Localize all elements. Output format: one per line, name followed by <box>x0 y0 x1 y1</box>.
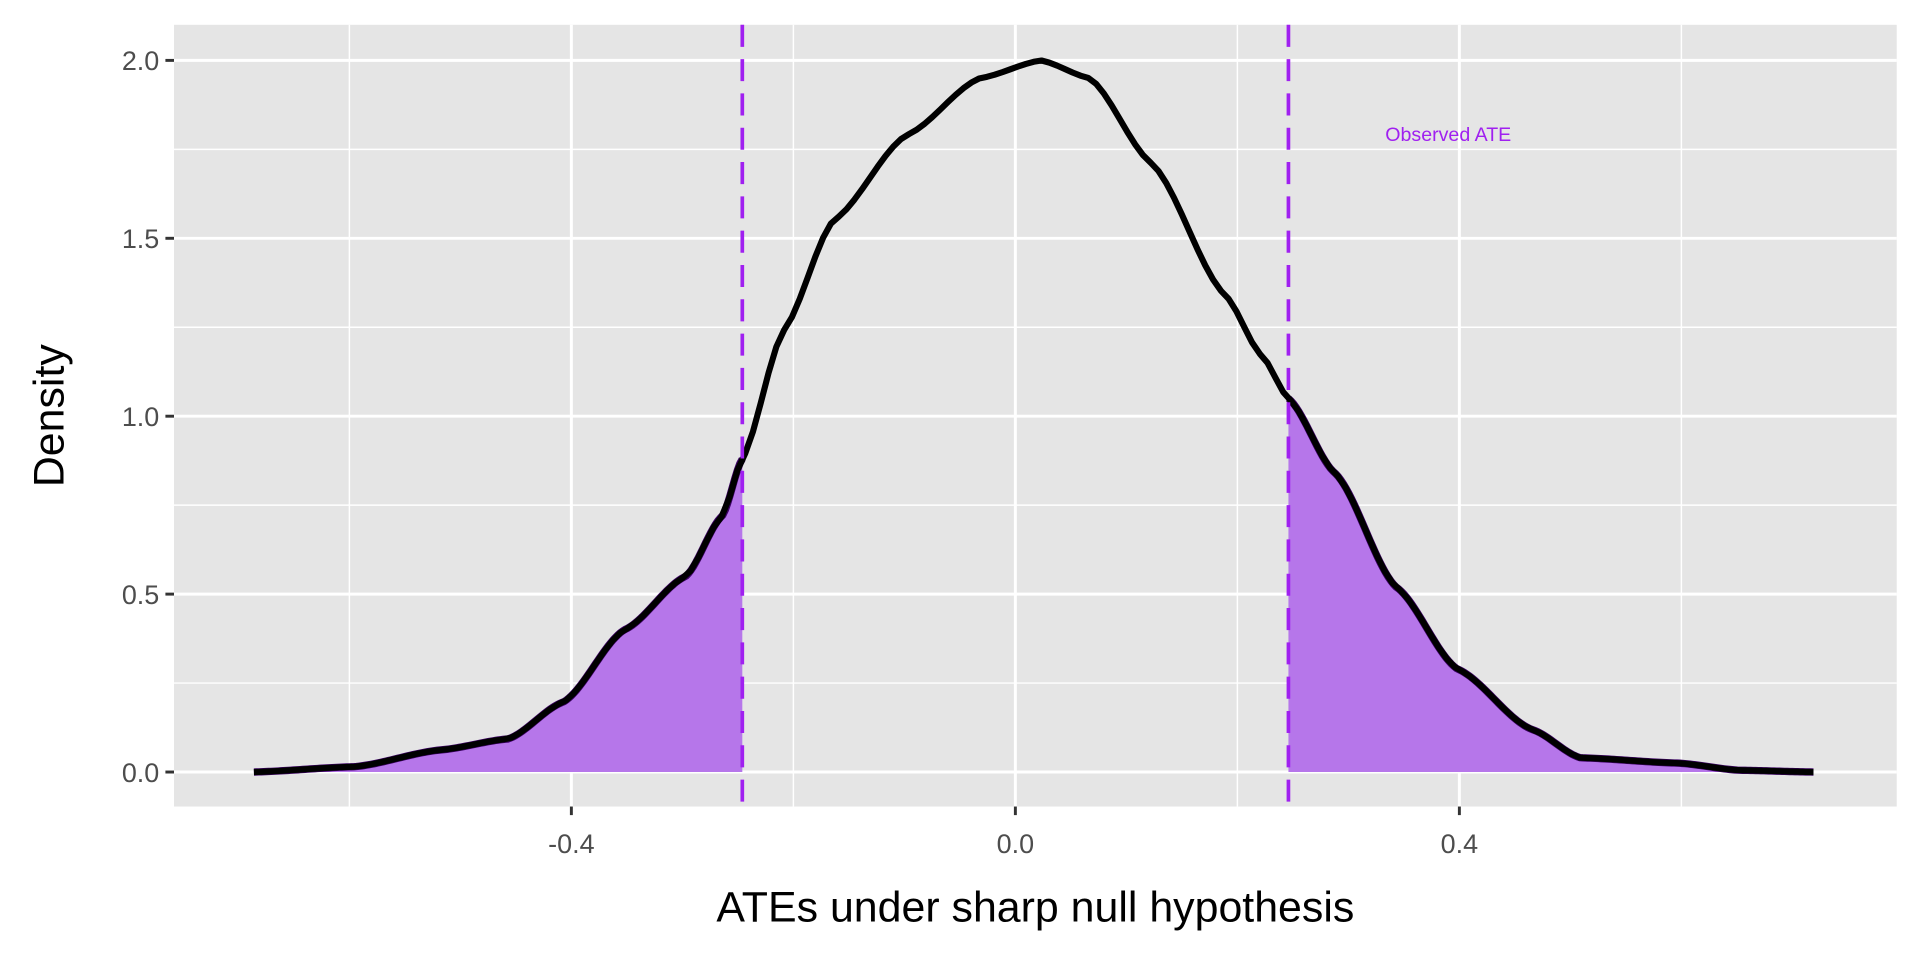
x-tick-label: 0.4 <box>1441 829 1478 859</box>
y-axis-title: Density <box>26 344 74 488</box>
y-tick-label: 1.0 <box>122 402 159 432</box>
right-tail-fill <box>1288 398 1814 773</box>
x-axis-title: ATEs under sharp null hypothesis <box>716 884 1354 932</box>
y-tick-label: 0.5 <box>122 580 159 610</box>
x-tick-label: 0.0 <box>997 829 1034 859</box>
y-tick-label: 2.0 <box>122 46 159 76</box>
observed-ate-lines <box>740 24 1291 807</box>
annotation-observed-ate: Observed ATE <box>1385 124 1511 146</box>
x-tick-label: -0.4 <box>548 829 594 859</box>
left-tail-fill <box>253 458 743 773</box>
curve-lines <box>253 57 1814 776</box>
density-curve <box>253 57 1814 776</box>
y-tick-label: 1.5 <box>122 224 159 254</box>
y-tick-label: 0.0 <box>122 758 159 788</box>
axes: -0.4 0.0 0.4 0.0 0.5 1.0 1.5 2.0 <box>122 46 1478 859</box>
